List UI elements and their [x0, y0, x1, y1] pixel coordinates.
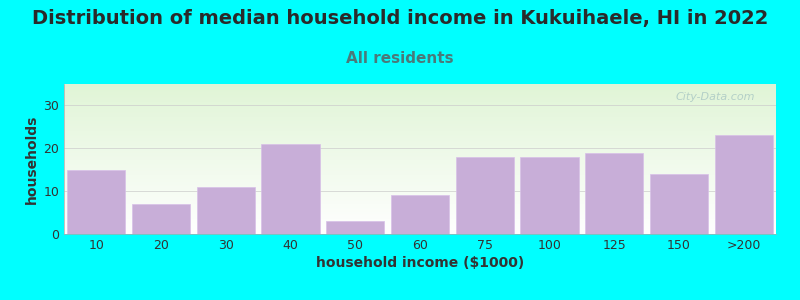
Y-axis label: households: households: [25, 114, 39, 204]
X-axis label: household income ($1000): household income ($1000): [316, 256, 524, 270]
Text: All residents: All residents: [346, 51, 454, 66]
Bar: [520, 157, 578, 234]
Text: Distribution of median household income in Kukuihaele, HI in 2022: Distribution of median household income …: [32, 9, 768, 28]
Bar: [197, 187, 255, 234]
Bar: [456, 157, 514, 234]
Bar: [650, 174, 708, 234]
Text: City-Data.com: City-Data.com: [675, 92, 754, 101]
Bar: [714, 135, 773, 234]
Bar: [585, 153, 643, 234]
Bar: [262, 144, 320, 234]
Bar: [67, 170, 126, 234]
Bar: [326, 221, 385, 234]
Bar: [391, 195, 449, 234]
Bar: [132, 204, 190, 234]
